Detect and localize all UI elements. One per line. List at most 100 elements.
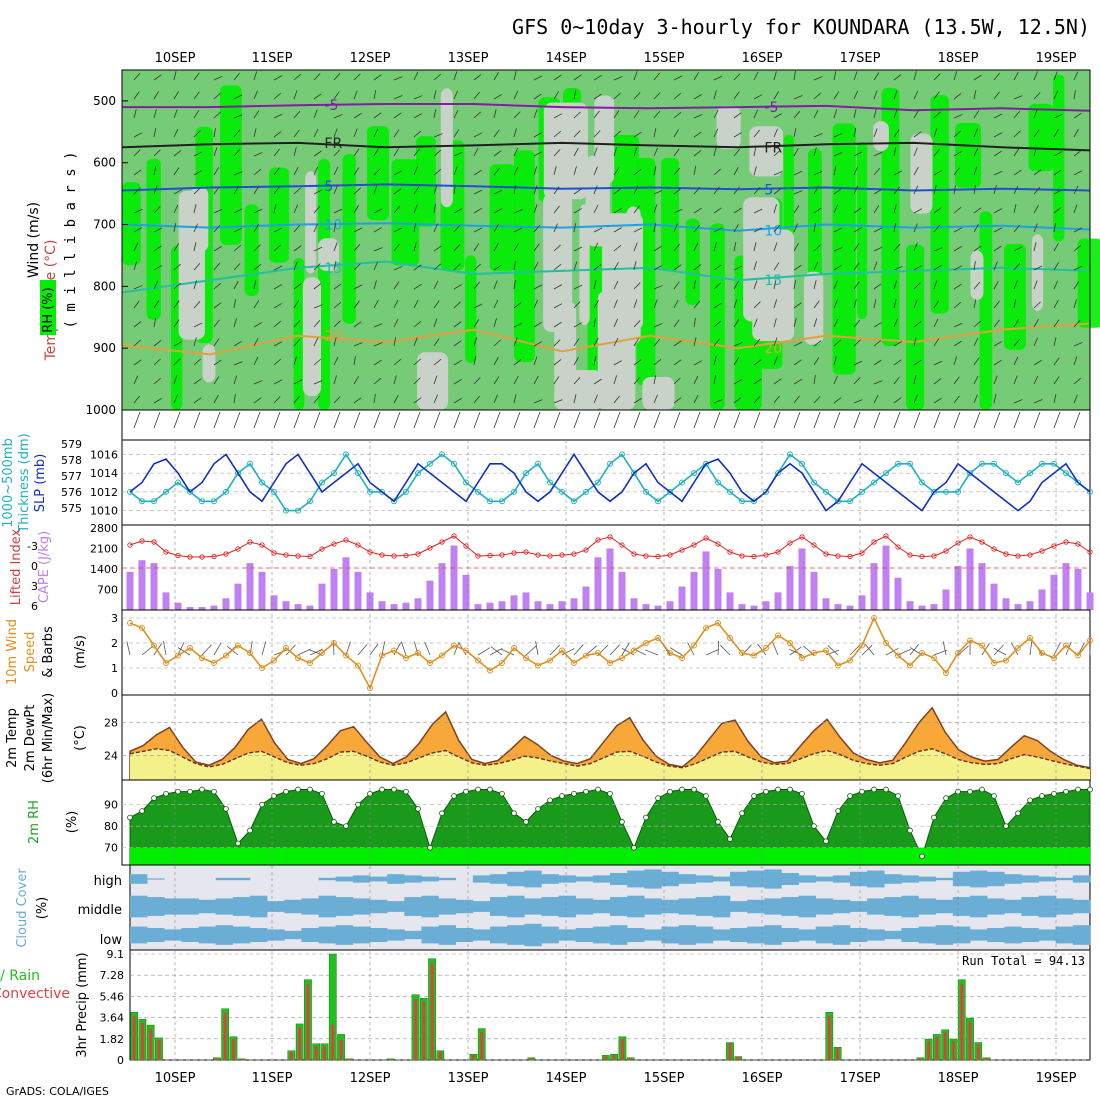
cape-bar — [810, 571, 818, 610]
millibars-title: ( m i l l i b a r s ) — [63, 151, 79, 328]
cloud-cell-middle — [815, 898, 834, 915]
wind-barb — [773, 280, 777, 290]
cloud-cell-high — [147, 878, 165, 880]
cape-bar — [210, 605, 218, 610]
wind-barb — [373, 128, 379, 138]
cape-bar — [438, 563, 446, 610]
wind-barb — [433, 223, 438, 233]
rh-point — [835, 808, 841, 814]
wind-barb — [453, 109, 459, 119]
wind-barb — [293, 395, 300, 404]
cloud-cell-middle — [318, 895, 337, 918]
wind-barb — [973, 281, 981, 290]
wind-barb — [253, 356, 259, 366]
li-point — [295, 553, 301, 559]
wind-barb — [733, 411, 741, 429]
wind-barb — [333, 166, 339, 176]
rh-point — [499, 790, 505, 797]
wind-barb — [393, 337, 397, 347]
wind-barb — [833, 247, 843, 252]
rh-point — [487, 786, 493, 793]
wind-barb — [633, 227, 643, 233]
rh-high-region — [1053, 74, 1065, 242]
cloud-cell-low — [130, 926, 148, 944]
cape-tick-label: 700 — [97, 584, 118, 597]
cape-bars — [122, 545, 1094, 610]
wind-barb — [773, 128, 778, 138]
cloud-cell-high — [815, 876, 834, 882]
wind-barb — [813, 133, 823, 138]
wind-barb — [953, 376, 960, 385]
wind-barb — [293, 411, 301, 429]
rh-low-region — [178, 190, 205, 340]
wind-barb — [513, 243, 519, 252]
wind-barb — [313, 189, 323, 195]
rh-low-region — [440, 88, 453, 208]
wind-barb — [273, 284, 282, 290]
wind-barb — [953, 114, 963, 119]
precip-convective-bar — [430, 963, 434, 1060]
wind-speed-point — [979, 642, 985, 649]
wind-barb — [313, 395, 320, 404]
cloud-cell-high — [850, 871, 868, 887]
wind-barb-10m — [213, 642, 222, 656]
wind-barb-10m — [993, 644, 1004, 656]
rh-point — [391, 786, 397, 793]
wind-grid — [122, 617, 1090, 669]
cloud-cell-low — [352, 926, 371, 944]
wind-barb — [853, 166, 859, 176]
wind-barb — [973, 90, 977, 100]
cloud-cell-low — [1004, 926, 1022, 944]
wind-barb — [213, 128, 216, 138]
wind-barb — [1013, 375, 1018, 385]
precip-convective-bar — [240, 1058, 244, 1060]
wind-barb-10m — [827, 645, 839, 656]
wind-barb — [993, 359, 1002, 366]
wind-barb — [553, 411, 561, 429]
wind-barb-10m — [861, 645, 873, 656]
wind-barb — [793, 379, 802, 385]
li-point — [127, 542, 133, 548]
wind-barb — [1053, 411, 1061, 429]
wind-barb — [873, 411, 881, 429]
li-point — [283, 552, 289, 558]
rh-low-region — [642, 376, 675, 410]
li-point — [1003, 551, 1009, 557]
wind-barb — [153, 166, 157, 176]
wind-barb — [873, 322, 882, 328]
cloud-cell-middle — [901, 895, 919, 918]
rh-point — [163, 790, 169, 797]
wind-barb — [673, 359, 682, 366]
wind-tick-label: 3 — [111, 612, 118, 625]
wind-barb — [913, 242, 918, 252]
wind-barb — [193, 130, 201, 138]
wind-barb — [153, 149, 161, 157]
wind-barb — [433, 338, 440, 347]
wind-barb — [653, 285, 663, 290]
wind-barb — [713, 242, 717, 252]
wind-barb — [433, 73, 442, 81]
wind-barb — [793, 411, 801, 429]
wind-barb — [1013, 411, 1021, 429]
wind-speed-point — [991, 660, 997, 666]
wind-barb — [233, 299, 237, 309]
wind-barb — [933, 411, 941, 429]
wind-barb — [453, 90, 458, 100]
wind-barb — [1073, 150, 1082, 157]
wind-barb — [1013, 185, 1019, 195]
wind-barb — [873, 359, 882, 366]
precip-convective-bar — [918, 1057, 922, 1060]
wind-barb — [513, 147, 519, 157]
wind-barb — [673, 281, 680, 290]
rh-low-region — [970, 250, 984, 301]
wind-barb-10m — [621, 642, 630, 656]
wind-barb — [313, 223, 318, 233]
wind-barb — [753, 359, 762, 366]
thickness-line-point — [343, 451, 349, 458]
wind-speed-point — [223, 652, 229, 659]
wind-barb — [853, 262, 860, 271]
